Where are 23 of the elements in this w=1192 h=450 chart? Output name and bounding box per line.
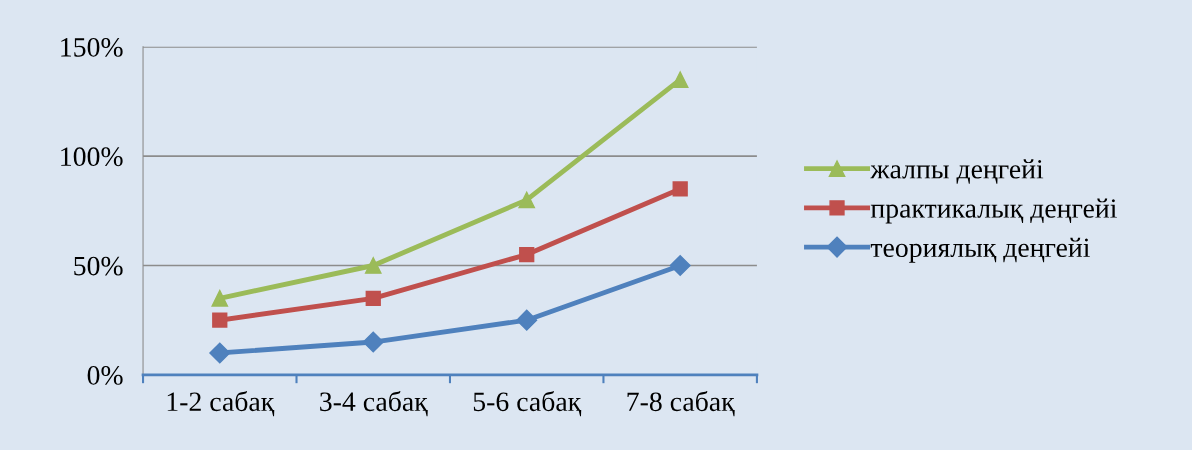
- y-tick-label: 0%: [87, 366, 123, 385]
- y-tick-label: 150%: [61, 37, 123, 57]
- legend-label: жалпы деңгейі: [870, 159, 1044, 184]
- point: [672, 181, 688, 197]
- legend-label: практикалық деңгейі: [870, 198, 1117, 224]
- point: [211, 289, 229, 307]
- point: [671, 71, 689, 88]
- point: [516, 309, 538, 331]
- point: [518, 191, 536, 209]
- y-tick-label: 50%: [74, 256, 123, 276]
- x-tick-label: 5-6 сабақ: [473, 390, 582, 417]
- y-tick-label: 100%: [61, 147, 123, 167]
- point: [365, 290, 381, 306]
- legend-label: теориялық деңгейі: [870, 237, 1090, 263]
- point: [364, 257, 382, 274]
- point: [669, 254, 691, 277]
- point: [209, 342, 231, 364]
- point: [362, 331, 384, 353]
- point: [519, 246, 535, 263]
- x-tick-label: 3-4 сабақ: [320, 390, 428, 417]
- point: [212, 312, 228, 328]
- x-tick-label: 7-8 сабақ: [627, 390, 735, 417]
- x-tick-label: 1-2 сабақ: [167, 390, 275, 417]
